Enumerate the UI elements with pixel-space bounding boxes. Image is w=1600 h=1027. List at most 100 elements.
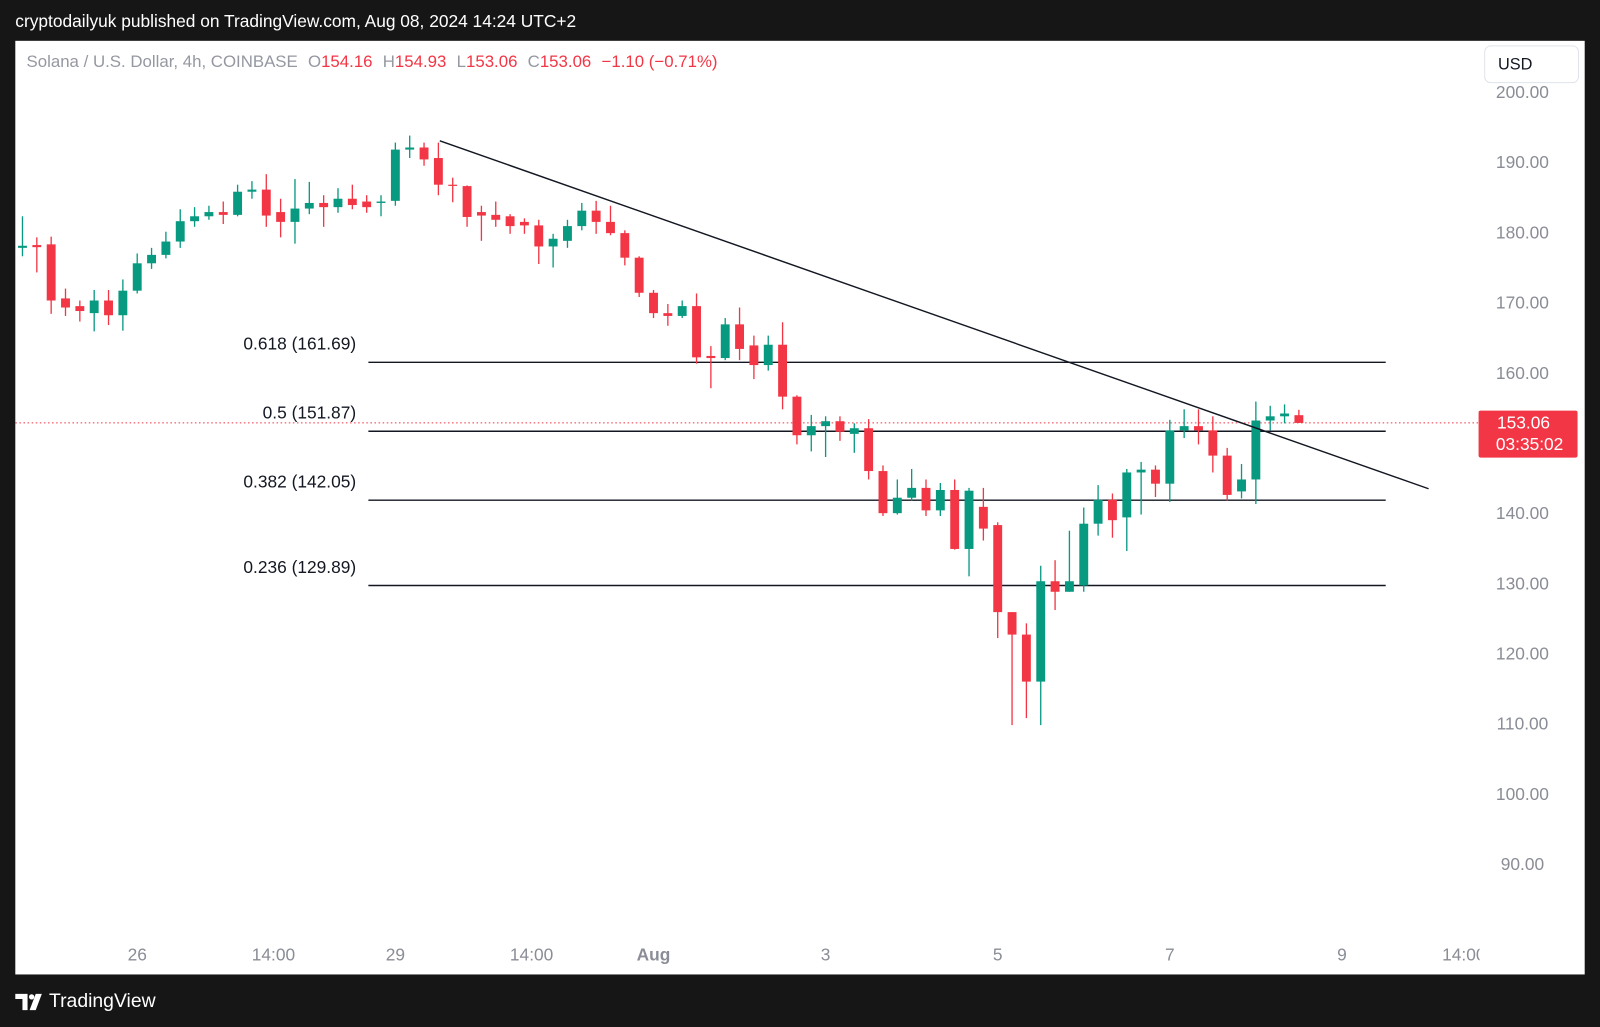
candle-body (1007, 612, 1017, 635)
logo-mark (15, 993, 42, 1011)
y-tick-label: 170.00 (1496, 293, 1549, 313)
candle-body (563, 226, 572, 241)
x-tick-label: 3 (821, 945, 831, 965)
fib-label: 0.236 (129.89) (243, 557, 356, 577)
logo: TradingView (15, 990, 157, 1012)
candle-body (1265, 416, 1275, 421)
fib-label: 0.618 (161.69) (243, 334, 356, 354)
currency-button[interactable]: USD (1484, 45, 1580, 84)
candle-body (247, 189, 257, 192)
candle-body (935, 490, 945, 511)
candle-body (978, 506, 988, 529)
candle-body (606, 221, 615, 234)
candle-body (390, 149, 400, 201)
y-tick-label: 160.00 (1496, 363, 1549, 383)
candle-body (304, 202, 314, 209)
currency-box[interactable] (1484, 45, 1580, 84)
plot: 26 14:00 29 14:00 Aug 3 5 7 9 14:00 90.00 100.00 110… (15, 82, 1578, 965)
candle-body (75, 306, 85, 312)
candle-body (534, 225, 544, 247)
ohlc-value: 154.93 (395, 53, 446, 72)
x-tick-label: 26 (128, 945, 147, 965)
brand: TradingView (49, 990, 157, 1012)
candle-body (835, 421, 845, 432)
y-tick-label: 140.00 (1496, 503, 1549, 523)
candle-body (864, 428, 874, 472)
ohlc-letter: L (457, 53, 466, 72)
y-tick-label: 200.00 (1496, 82, 1549, 102)
price-tag-value: 153.06 (1497, 413, 1550, 433)
candle-body (204, 212, 214, 217)
candle-body (419, 147, 429, 160)
candle-body (749, 345, 759, 366)
candle-body (233, 191, 243, 215)
ohlc-value: 153.06 (466, 53, 517, 72)
candle-body (964, 490, 974, 549)
y-tick-label: 190.00 (1496, 152, 1549, 172)
price-tag (1478, 410, 1578, 458)
logo-dot (28, 994, 35, 1000)
candle-body (190, 216, 200, 222)
candle-body (878, 471, 888, 514)
y-tick-label: 120.00 (1496, 644, 1549, 664)
candle-body (1251, 420, 1261, 480)
x-tick-label: 14:00 (510, 945, 553, 965)
candle-body (448, 184, 458, 186)
candle-body (907, 487, 917, 498)
candle-body (821, 421, 831, 427)
y-tick-label: 100.00 (1496, 784, 1549, 804)
candle-body (1194, 426, 1203, 431)
price-tag-countdown: 03:35:02 (1496, 434, 1563, 454)
candle-body (993, 525, 1003, 613)
candle-body (778, 344, 788, 397)
candle-body (720, 324, 730, 359)
fib-label: 0.382 (142.05) (243, 471, 356, 491)
trend-line (439, 140, 1429, 490)
candle-body (1079, 523, 1089, 586)
candle-body (1151, 469, 1160, 484)
candle-body (806, 426, 816, 436)
candle-body (792, 396, 802, 436)
candle-body (763, 344, 773, 366)
candle-body (32, 245, 42, 248)
candle-body (319, 202, 329, 208)
candle-body (333, 198, 343, 208)
ohlc-letter: H (383, 53, 395, 72)
candle-body (591, 210, 601, 222)
symbol-header: Solana / U.S. Dollar, 4h, COINBASE O154.1… (27, 53, 718, 72)
candle-body (505, 216, 515, 227)
candle-body (1050, 581, 1060, 592)
x-tick-label: 29 (386, 945, 405, 965)
candle-body (663, 313, 673, 316)
candle-body (175, 221, 185, 242)
candle-body (1064, 581, 1074, 592)
candle-body (577, 210, 587, 227)
published-note: cryptodailyuk published on TradingView.c… (15, 11, 576, 31)
candle-body (849, 428, 859, 434)
candle-body (1165, 430, 1175, 484)
currency-label[interactable]: USD (1498, 56, 1532, 74)
candle-body (620, 233, 630, 258)
ohlc-value: 154.16 (321, 53, 372, 72)
candle-body (1208, 430, 1218, 456)
candle-body (132, 263, 142, 291)
candle-body (290, 208, 300, 222)
change: −1.10 (−0.71%) (602, 53, 718, 72)
fib-label: 0.5 (151.87) (263, 402, 356, 422)
candle-body (634, 257, 644, 293)
symbol-title: Solana / U.S. Dollar, 4h, COINBASE (27, 53, 298, 72)
candle-body (1237, 479, 1246, 492)
candle-body (18, 245, 27, 248)
candle-body (1222, 455, 1232, 495)
candle-body (347, 198, 357, 206)
x-tick-label: 14:00 (252, 945, 295, 965)
ohlc-letter: C (528, 53, 540, 72)
candle-body (1093, 499, 1103, 524)
x-tick-label: 5 (993, 945, 1003, 965)
candle-body (677, 306, 687, 316)
candle-body (1179, 426, 1189, 431)
candle-body (89, 300, 99, 314)
candle-body (921, 487, 931, 511)
candle-body (362, 201, 372, 208)
